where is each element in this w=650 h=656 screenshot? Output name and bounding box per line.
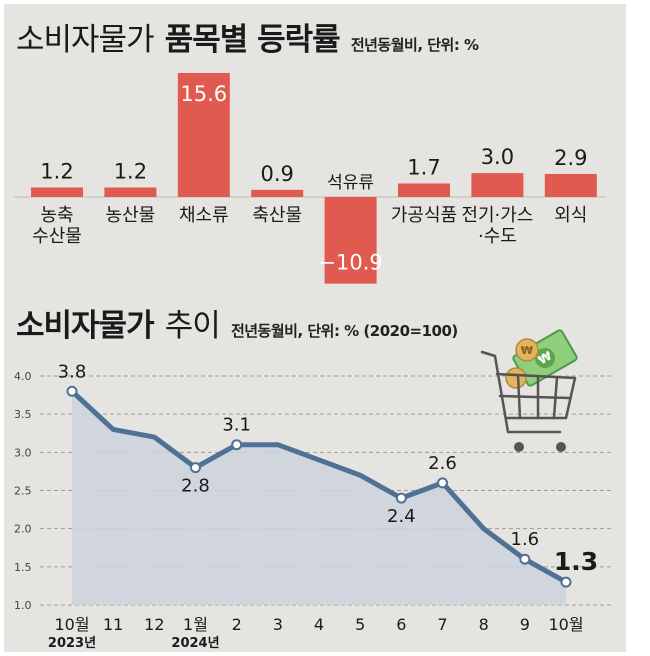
line-point-label: 2.6 (428, 453, 457, 474)
bar (544, 173, 597, 197)
bar-value-label: −10.9 (318, 251, 382, 275)
x-tick-label: 5 (355, 615, 365, 634)
line-point-label: 1.3 (554, 547, 598, 576)
cart-wheel-icon (556, 442, 566, 452)
bar (471, 173, 524, 197)
bar (177, 72, 230, 197)
bar-category-label: 외식 (554, 205, 587, 226)
y-tick-label: 3.0 (14, 446, 32, 459)
y-tick-label: 1.5 (14, 561, 32, 574)
line-point (395, 492, 407, 504)
bar-value-label: 1.2 (40, 159, 73, 183)
y-tick-label: 4.0 (14, 370, 32, 383)
line-series (69, 388, 569, 585)
bar (104, 187, 157, 197)
line-title-bold: 소비자물가 (16, 308, 155, 344)
line-point-label: 3.1 (222, 415, 251, 436)
bar-chart-title: 소비자물가 품목별 등락률 전년동월비, 단위: % (16, 14, 479, 59)
line-area (72, 391, 566, 605)
x-tick-label: 8 (479, 615, 489, 634)
x-tick-label: 9 (520, 615, 530, 634)
line-grid: 4.0 3.5 3.0 2.5 2.0 1.5 1.0 (14, 370, 612, 612)
bar-value-label: 3.0 (481, 145, 514, 169)
shopping-cart-with-money-icon: ₩ ₩ (480, 329, 578, 452)
svg-text:₩: ₩ (521, 344, 533, 357)
y-tick-label: 1.0 (14, 599, 32, 612)
cart-icon (480, 350, 577, 434)
bar (398, 183, 450, 197)
line-point-label: 2.4 (387, 506, 416, 527)
y-tick-label: 2.0 (14, 523, 32, 536)
bar-value-label: 2.9 (554, 146, 587, 170)
bar-category-label: 수산물 (32, 226, 82, 247)
bar-category-label: 농산물 (106, 205, 156, 226)
banknote-icon: ₩ (512, 329, 578, 387)
x-tick-year-label: 2024년 (171, 636, 219, 651)
x-tick-label: 11 (103, 615, 123, 634)
bar-category-label: 석유류 (327, 173, 374, 193)
bar (251, 189, 304, 197)
line-point-label: 1.6 (511, 529, 540, 550)
cart-wheel-icon (514, 442, 524, 452)
x-tick-label: 2 (232, 615, 242, 634)
bar-value-label: 1.7 (407, 155, 440, 179)
bar-value-label: 15.6 (180, 82, 227, 106)
bar-category-label: 채소류 (179, 205, 229, 226)
x-tick-label: 1월 (183, 615, 208, 634)
x-tick-label: 4 (314, 615, 324, 634)
bar-value-label: 0.9 (260, 162, 293, 186)
line-point-label: 2.8 (181, 476, 210, 497)
line-point (519, 553, 531, 565)
bar-category-label: 가공식품 (391, 205, 457, 226)
bar-category-label: 축산물 (252, 205, 302, 226)
x-tick-label: 3 (273, 615, 283, 634)
x-tick-label: 12 (144, 615, 164, 634)
line-title-light: 추이 (164, 308, 221, 344)
line-point (66, 385, 78, 397)
line-point (231, 439, 243, 451)
coin-icon: ₩ (505, 338, 539, 389)
bar (31, 187, 83, 197)
line-point (190, 462, 201, 474)
line-point (560, 576, 572, 588)
bar-title-bold: 품목별 등락률 (164, 22, 341, 58)
line-point-label: 3.8 (58, 361, 87, 382)
bar-category-label: 농축 (40, 205, 73, 226)
bar-category-label: ·수도 (478, 226, 517, 247)
line-chart-title: 소비자물가 추이 전년동월비, 단위: % (2020=100) (16, 300, 458, 345)
x-tick-label: 7 (437, 615, 447, 634)
line-title-note: 전년동월비, 단위: % (2020=100) (230, 322, 458, 340)
y-tick-label: 3.5 (14, 408, 32, 421)
bar-title-light: 소비자물가 (16, 22, 155, 58)
bar-value-label: 1.2 (114, 159, 147, 183)
x-tick-label: 6 (396, 615, 406, 634)
line-point (437, 477, 448, 489)
y-tick-label: 2.5 (14, 485, 32, 498)
bar-category-label: 전기·가스 (461, 205, 533, 226)
x-tick-year-label: 2023년 (48, 636, 96, 651)
bar-title-note: 전년동월비, 단위: % (350, 36, 479, 54)
x-tick-label: 10월 (54, 615, 89, 634)
x-tick-label: 10월 (548, 615, 583, 634)
bar (324, 197, 377, 284)
